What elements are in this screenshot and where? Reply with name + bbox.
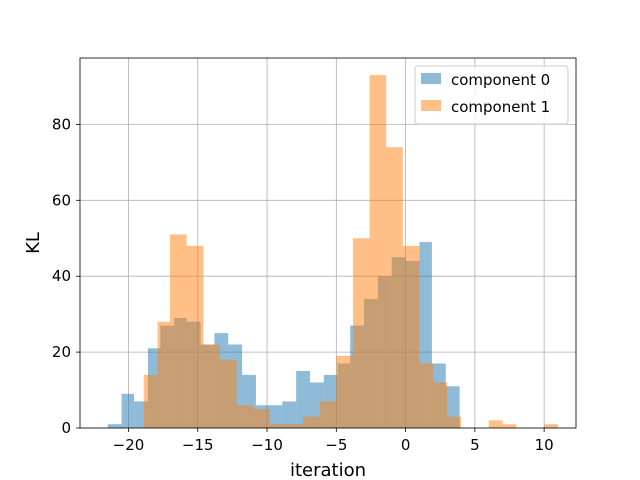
x-tick-label: −15 [182,436,214,454]
bar [433,382,448,428]
bar [303,416,320,428]
bar [296,371,310,428]
y-tick-label: 40 [52,267,71,285]
bar [336,355,353,428]
bar [269,424,287,428]
bar [286,424,304,428]
bar [369,75,387,429]
x-tick-label: 10 [535,436,554,454]
bar [203,344,220,428]
x-axis: −20 −15 −10 −5 0 5 10 [113,428,554,454]
y-axis-label: KL [23,232,44,254]
y-tick-label: 80 [52,115,71,133]
bar [419,363,434,428]
bar [268,405,283,428]
bar [544,424,558,428]
bar [282,401,297,428]
legend-label-component-1: component 1 [451,98,550,116]
bar [402,245,420,428]
bar [386,147,403,428]
x-tick-label: −20 [113,436,145,454]
bar [253,409,270,428]
plot-frame [79,57,577,429]
bar [143,374,158,428]
bar [447,416,462,428]
bar [157,321,171,428]
bar [170,234,187,428]
y-tick-label: 0 [61,419,71,437]
bar [319,401,337,428]
series-component-1 [143,75,558,429]
x-tick-label: 5 [470,436,480,454]
legend-swatch-component-0 [421,73,441,84]
bar [121,393,135,428]
bar [488,420,503,428]
bar [502,424,517,428]
legend: component 0 component 1 [414,65,569,125]
x-tick-label: 0 [401,436,411,454]
bar [107,424,122,428]
y-tick-label: 60 [52,191,71,209]
x-axis-label: iteration [290,460,366,480]
bar [219,359,237,428]
bar [236,405,254,428]
bar [352,238,370,428]
legend-box [414,65,569,125]
bars [107,75,558,429]
bar [186,245,204,428]
y-axis: 0 20 40 60 80 [52,115,80,437]
y-tick-label: 20 [52,343,71,361]
x-tick-label: −10 [251,436,283,454]
x-tick-label: −5 [325,436,347,454]
legend-swatch-component-1 [421,100,441,111]
legend-label-component-0: component 0 [451,71,550,89]
